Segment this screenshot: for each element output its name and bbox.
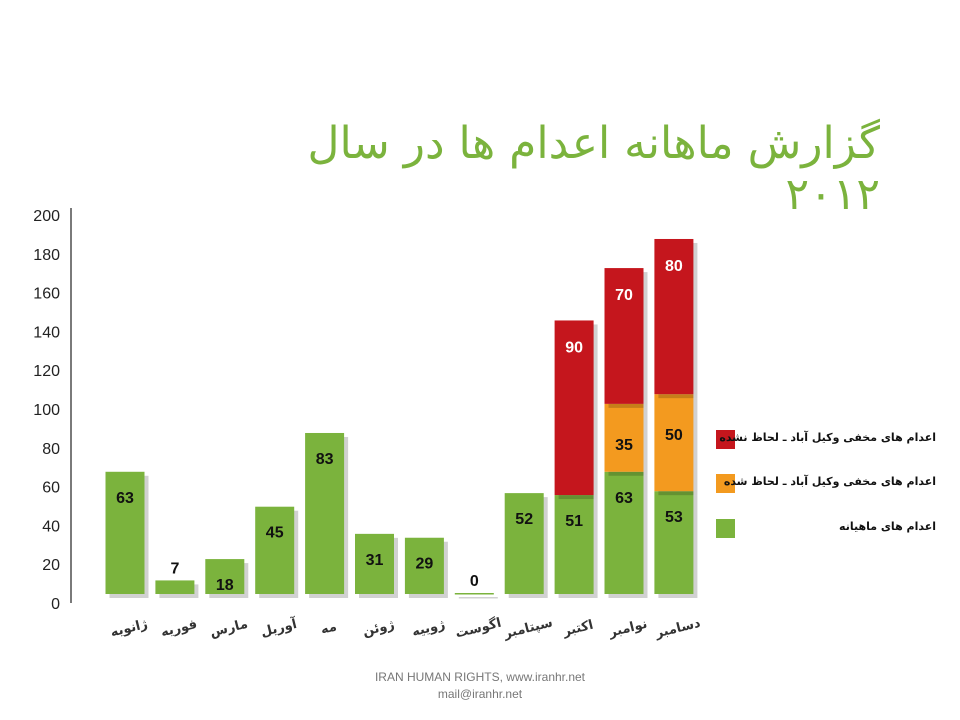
bars-group: 63 7 18 45 83 31 29 0 52 51 90 63 35 70 53 50 80 (105, 238, 698, 599)
data-label: 63 (116, 490, 134, 507)
data-label: 45 (266, 525, 284, 542)
legend-label-monthly: اعدام های ماهیانه (839, 520, 936, 533)
data-label: 7 (170, 560, 179, 577)
x-tick-label: اکتبر (561, 618, 595, 640)
data-label: 35 (615, 437, 633, 454)
y-tick-label: 180 (33, 247, 60, 264)
x-tick-label: اگوست (454, 615, 503, 642)
y-axis: 0 20 40 60 80 100 120 140 160 180 200 (33, 208, 60, 613)
y-tick-label: 80 (42, 441, 60, 458)
legend-swatch-monthly (716, 519, 735, 538)
data-label: 31 (366, 552, 384, 569)
y-tick-label: 0 (51, 596, 60, 613)
bar-monthly (454, 593, 494, 595)
x-tick-label: فوریه (159, 617, 198, 640)
footer-email: mail@iranhr.net (437, 687, 523, 701)
y-tick-label: 160 (33, 286, 60, 303)
data-label: 52 (515, 511, 533, 528)
data-label: 50 (665, 427, 683, 444)
bar-monthly (105, 471, 145, 594)
bar-monthly (654, 491, 694, 594)
bar-observed (654, 394, 694, 492)
x-tick-label: سپتامبر (501, 615, 554, 642)
bar-monthly (404, 537, 444, 594)
legend-label-not-observed: اعدام های مخفی وکیل آباد ـ لحاظ نشده (719, 431, 936, 444)
data-label: 29 (416, 556, 434, 573)
data-label: 51 (565, 513, 583, 530)
y-tick-label: 140 (33, 324, 60, 341)
bar-monthly (305, 432, 345, 594)
x-tick-label: مه (319, 619, 338, 637)
x-tick-label: نوامبر (606, 617, 648, 641)
bar-monthly (604, 471, 644, 594)
data-label: 80 (665, 258, 683, 275)
data-label: 18 (216, 577, 234, 594)
footer-site: IRAN HUMAN RIGHTS, www.iranhr.net (374, 670, 586, 684)
x-tick-label: ژانویه (109, 617, 149, 641)
x-tick-label: آوریل (259, 615, 299, 640)
data-label: 0 (470, 573, 479, 590)
x-tick-label: مارس (209, 617, 250, 641)
bar-not-observed (554, 320, 594, 496)
y-tick-label: 200 (33, 208, 60, 225)
y-tick-label: 100 (33, 402, 60, 419)
data-label: 90 (565, 339, 583, 356)
y-tick-label: 60 (42, 480, 60, 497)
bar-monthly (355, 533, 394, 594)
x-tick-label: ژوییه (410, 617, 446, 640)
bar-shadow (458, 597, 498, 599)
footer: IRAN HUMAN RIGHTS, www.iranhr.net mail@i… (330, 669, 630, 703)
y-tick-label: 20 (42, 557, 60, 574)
legend-swatch-observed (716, 474, 735, 493)
x-tick-label: ژوئن (361, 617, 396, 639)
data-label: 83 (316, 451, 334, 468)
bar-monthly (504, 493, 544, 594)
x-tick-label: دسامبر (653, 616, 702, 642)
legend-swatch-not-observed (716, 430, 735, 449)
bar-monthly (255, 506, 295, 594)
legend-item-observed: اعدام های مخفی وکیل آباد ـ لحاظ شده (716, 474, 936, 494)
bar-monthly (554, 495, 594, 594)
bar-not-observed (604, 268, 644, 404)
legend-label-observed: اعدام های مخفی وکیل آباد ـ لحاظ شده (723, 475, 936, 488)
data-label: 53 (665, 509, 683, 526)
data-label: 70 (615, 287, 633, 304)
bar-not-observed (654, 238, 694, 395)
legend-item-not-observed: اعدام های مخفی وکیل آباد ـ لحاظ نشده (716, 430, 936, 450)
legend-item-monthly: اعدام های ماهیانه (716, 519, 936, 539)
bar-monthly (155, 580, 195, 594)
y-tick-label: 40 (42, 518, 60, 535)
bar-monthly (205, 559, 245, 594)
data-label: 63 (615, 490, 633, 507)
bar-observed (604, 403, 644, 472)
chart-title: گزارش ماهانه اعدام ها در سال ۲۰۱۲ (307, 118, 880, 220)
x-axis: ژانویه فوریه مارس آوریل مه ژوئن ژوییه اگوست سپتا… (109, 615, 702, 642)
y-tick-label: 120 (33, 363, 60, 380)
